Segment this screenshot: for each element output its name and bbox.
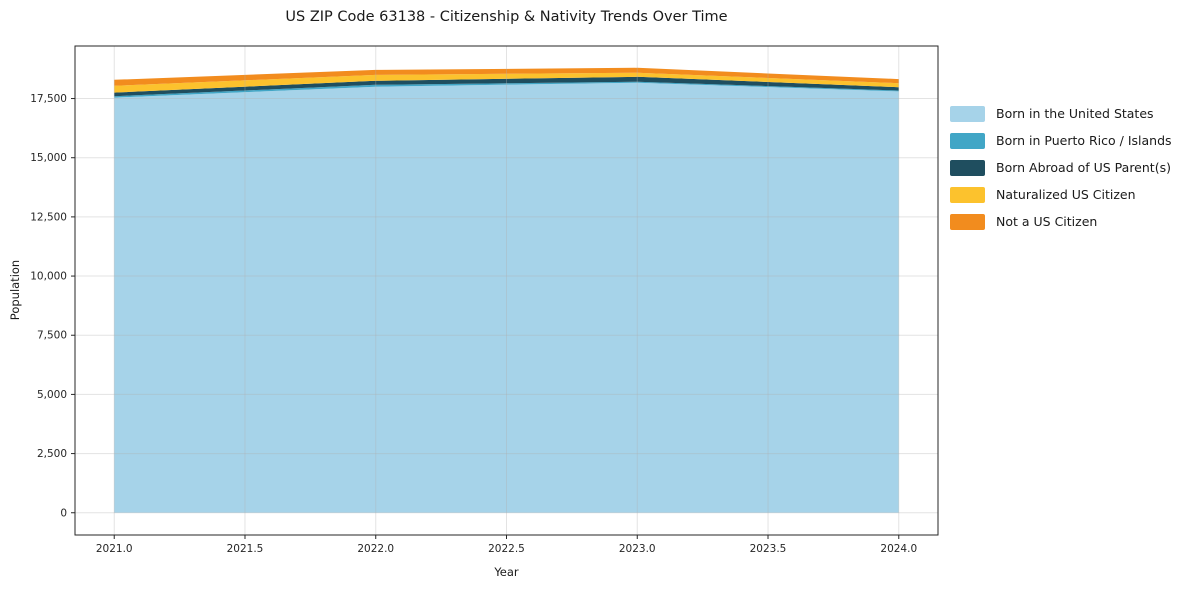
y-tick-label: 2,500 — [37, 448, 67, 460]
x-tick-label: 2023.5 — [750, 543, 787, 555]
chart-title: US ZIP Code 63138 - Citizenship & Nativi… — [285, 9, 728, 25]
area-series-1 — [114, 81, 899, 98]
legend-label: Not a US Citizen — [996, 214, 1098, 229]
legend-swatch-icon — [950, 213, 985, 230]
legend-label: Born Abroad of US Parent(s) — [996, 160, 1171, 175]
y-tick-label: 0 — [60, 507, 67, 519]
legend-label: Naturalized US Citizen — [996, 187, 1136, 202]
legend-item-2: Born Abroad of US Parent(s) — [950, 154, 1172, 181]
legend-item-4: Not a US Citizen — [950, 208, 1172, 235]
y-tick-label: 17,500 — [30, 93, 67, 105]
area-series-4 — [114, 67, 899, 86]
legend-label: Born in the United States — [996, 106, 1154, 121]
x-tick-label: 2022.5 — [488, 543, 525, 555]
x-tick-label: 2022.0 — [357, 543, 394, 555]
legend-label: Born in Puerto Rico / Islands — [996, 133, 1172, 148]
legend-item-1: Born in Puerto Rico / Islands — [950, 127, 1172, 154]
x-axis-label: Year — [494, 565, 519, 579]
x-tick-label: 2021.0 — [96, 543, 133, 555]
legend-swatch-icon — [950, 132, 985, 149]
area-series-2 — [114, 76, 899, 97]
y-axis-label: Population — [8, 259, 22, 321]
legend-swatch-icon — [950, 186, 985, 203]
y-tick-label: 5,000 — [37, 389, 67, 401]
area-series-3 — [114, 72, 899, 93]
legend-item-0: Born in the United States — [950, 100, 1172, 127]
legend: Born in the United States Born in Puerto … — [950, 100, 1172, 235]
y-tick-label: 12,500 — [30, 211, 67, 223]
y-tick-label: 10,000 — [30, 271, 67, 283]
area-series-0 — [114, 82, 899, 513]
x-tick-label: 2024.0 — [880, 543, 917, 555]
x-tick-label: 2021.5 — [227, 543, 264, 555]
x-tick-label: 2023.0 — [619, 543, 656, 555]
legend-swatch-icon — [950, 105, 985, 122]
y-tick-label: 7,500 — [37, 330, 67, 342]
legend-item-3: Naturalized US Citizen — [950, 181, 1172, 208]
legend-swatch-icon — [950, 159, 985, 176]
y-tick-label: 15,000 — [30, 152, 67, 164]
